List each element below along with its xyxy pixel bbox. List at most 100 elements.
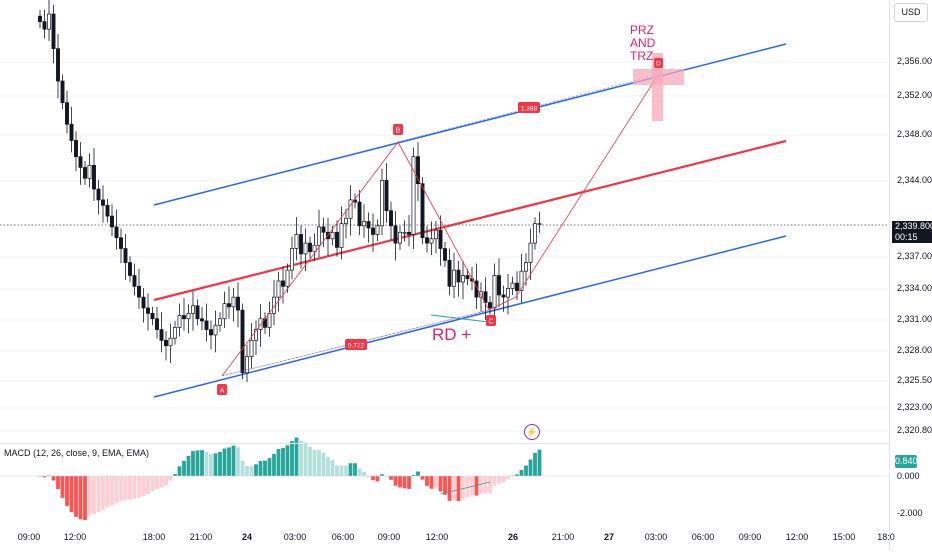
macd-bar (268, 458, 272, 476)
macd-bar (304, 442, 308, 476)
point-c-label: C (488, 319, 493, 326)
divergence-line-price (431, 315, 488, 322)
macd-indicator-label[interactable]: MACD (12, 26, close, 9, EMA, EMA) (4, 448, 149, 458)
price-tick: 2,323.000 (897, 402, 932, 412)
macd-bar (524, 466, 528, 476)
macd-bar (164, 476, 168, 485)
candle-body (151, 313, 154, 318)
macd-tick-zero: 0.000 (897, 471, 920, 481)
macd-bar (430, 476, 434, 489)
macd-bar (326, 457, 330, 476)
candle-body (425, 238, 428, 243)
pane-separator[interactable] (0, 443, 889, 444)
candle-body (268, 313, 271, 327)
rd-annotation[interactable]: RD + (432, 325, 471, 345)
macd-bar (389, 476, 393, 480)
macd-tick-neg2: -2.000 (897, 508, 923, 518)
macd-bar (349, 463, 353, 476)
candle-body (155, 319, 158, 330)
candle-body (331, 232, 334, 238)
macd-bar (223, 449, 227, 476)
macd-bar (133, 476, 137, 499)
macd-bar (88, 476, 92, 515)
candle-body (443, 249, 446, 261)
macd-bar (254, 464, 258, 476)
time-tick: 27 (604, 532, 614, 542)
candle-body (290, 249, 293, 271)
macd-bar (313, 450, 317, 476)
macd-bar (259, 461, 263, 476)
macd-bar (245, 466, 249, 476)
macd-bar (371, 476, 375, 480)
macd-bar (466, 476, 470, 497)
time-tick: 18:00 (143, 532, 166, 542)
macd-bar (178, 466, 182, 476)
macd-bar (380, 474, 384, 476)
macd-bar (425, 476, 429, 486)
price-tick: 2,325.500 (897, 375, 932, 385)
macd-bar (241, 461, 245, 476)
candle-body (106, 205, 109, 216)
macd-bar (187, 456, 191, 476)
candle-body (133, 276, 136, 287)
candle-body (196, 306, 199, 319)
macd-bar (101, 476, 105, 510)
macd-bar (128, 476, 132, 500)
macd-bar (205, 452, 209, 476)
macd-bar (110, 476, 114, 505)
candle-body (38, 16, 41, 21)
macd-bar (119, 476, 123, 501)
macd-bar (457, 476, 461, 501)
macd-bar (488, 476, 492, 493)
candle-body (457, 270, 460, 282)
macd-bar (115, 476, 119, 503)
event-bolt-icon[interactable]: ⚡ (524, 424, 540, 440)
macd-bar (277, 449, 281, 476)
candle-body (83, 167, 86, 178)
candle-body (434, 230, 437, 239)
time-tick: 12:00 (426, 532, 449, 542)
candle-body (515, 283, 518, 291)
macd-bar (97, 476, 101, 512)
candle-body (380, 180, 383, 225)
time-tick: 26 (508, 532, 518, 542)
candle-body (61, 81, 64, 103)
current-price-label: 2,339.800 00:15 (892, 221, 932, 243)
macd-bar (538, 450, 542, 476)
mid-channel-line[interactable] (154, 141, 786, 300)
currency-button[interactable]: USD (894, 3, 928, 22)
candle-body (367, 222, 370, 228)
candle-body (169, 338, 172, 346)
macd-bar (52, 476, 56, 480)
macd-bar (353, 463, 357, 476)
macd-bar (502, 476, 506, 482)
candle-body (502, 295, 505, 297)
macd-bar (421, 476, 425, 480)
macd-bar (146, 476, 150, 494)
time-tick: 06:00 (692, 532, 715, 542)
candle-body (277, 281, 280, 297)
candle-body (200, 319, 203, 321)
candle-body (101, 200, 104, 205)
macd-bar (250, 466, 254, 476)
candle-body (79, 157, 82, 168)
candle-body (358, 202, 361, 226)
candle-body (421, 184, 424, 238)
candle-body (533, 224, 536, 243)
prz-annotation[interactable]: PRZ AND TRZ (630, 24, 655, 63)
candle-body (313, 245, 316, 251)
ratio-lower-text: 0.722 (348, 343, 365, 350)
candle-body (187, 313, 190, 318)
candle-body (497, 276, 500, 295)
candle-body (317, 227, 320, 245)
candle-body (529, 243, 532, 262)
candle-body (43, 22, 46, 30)
candle-body (47, 14, 50, 29)
macd-bar (290, 441, 294, 476)
macd-bar (416, 471, 420, 476)
price-tick: 2,344.000 (897, 175, 932, 185)
candle-body (407, 232, 410, 234)
candle-body (349, 200, 352, 218)
